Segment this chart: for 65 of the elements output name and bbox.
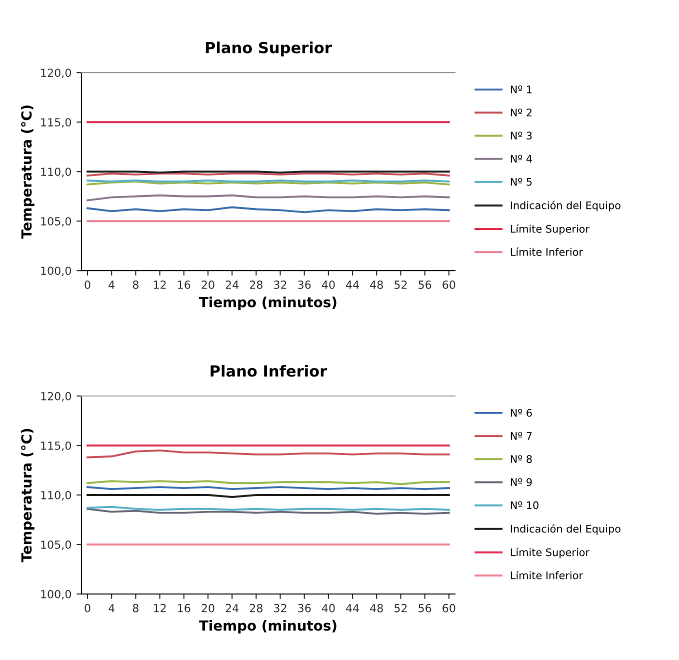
x-tick-label: 0	[84, 280, 90, 289]
x-tick-label: 4	[108, 604, 115, 612]
x-tick-label: 36	[298, 280, 311, 289]
x-tick-label: 12	[154, 280, 166, 289]
x-tick-label: 40	[322, 604, 335, 612]
legend-label: Nº 4	[510, 154, 532, 163]
x-tick-label: 60	[442, 280, 456, 289]
legend-label: Nº 8	[510, 455, 532, 463]
x-tick-label: 44	[346, 280, 359, 289]
legend-label: Nº 10	[510, 501, 538, 510]
legend-label: Límite Superior	[510, 224, 590, 235]
x-tick-label: 4	[108, 280, 115, 289]
legend-label: Nº 3	[510, 132, 532, 140]
x-tick-label: 44	[346, 604, 359, 612]
y-tick-label: 110,0	[41, 490, 72, 501]
x-tick-label: 24	[226, 280, 239, 289]
legend-label: Indicación del Equipo	[510, 524, 620, 535]
legend-label: Nº 2	[510, 108, 532, 116]
x-tick-label: 8	[132, 280, 138, 289]
y-tick-label: 105,0	[41, 540, 72, 550]
legend-label: Nº 9	[510, 478, 532, 486]
legend-label: Nº 7	[510, 432, 532, 440]
x-axis-title: Tiempo (minutos)	[198, 620, 336, 634]
y-axis-title: Temperatura (°C)	[20, 428, 34, 562]
y-tick-label: 105,0	[41, 217, 72, 227]
y-tick-label: 100,0	[41, 266, 72, 276]
legend-label: Nº 1	[510, 85, 532, 94]
x-tick-label: 12	[154, 604, 166, 612]
x-tick-label: 56	[418, 280, 432, 289]
x-tick-label: 16	[178, 280, 190, 289]
x-tick-label: 28	[250, 280, 262, 289]
legend-label: Límite Inferior	[510, 247, 584, 256]
legend-label: Indicación del Equipo	[510, 200, 620, 212]
x-tick-label: 0	[84, 604, 90, 612]
y-tick-label: 100,0	[41, 590, 72, 600]
x-tick-label: 20	[202, 604, 214, 612]
x-tick-label: 8	[132, 604, 138, 612]
x-tick-label: 52	[394, 604, 407, 612]
legend-label: Nº 5	[510, 178, 532, 186]
x-tick-label: 32	[274, 280, 286, 289]
x-tick-label: 40	[322, 280, 335, 289]
y-tick-label: 110,0	[41, 168, 72, 178]
legend-label: Límite Superior	[510, 548, 590, 558]
x-tick-label: 60	[442, 604, 456, 612]
x-tick-label: 16	[178, 604, 190, 612]
legend-label: Nº 6	[510, 408, 532, 417]
x-tick-label: 20	[202, 280, 214, 289]
y-tick-label: 120,0	[41, 392, 72, 402]
x-tick-label: 24	[226, 604, 239, 612]
x-tick-label: 48	[370, 604, 383, 612]
x-tick-label: 36	[298, 604, 311, 612]
x-tick-label: 52	[394, 280, 407, 289]
chart-title: Plano Inferior	[210, 364, 328, 377]
legend-label: Límite Inferior	[510, 570, 584, 580]
x-tick-label: 28	[250, 604, 262, 612]
x-tick-label: 56	[418, 604, 432, 612]
x-tick-label: 48	[370, 280, 383, 289]
chart-title: Plano Superior	[206, 42, 332, 56]
y-tick-label: 120,0	[41, 68, 72, 78]
x-axis-title: Tiempo (minutos)	[198, 296, 336, 310]
y-axis-title: Temperatura (°C)	[20, 106, 34, 239]
y-tick-label: 115,0	[41, 441, 72, 452]
x-tick-label: 32	[274, 604, 286, 612]
y-tick-label: 115,0	[41, 118, 72, 128]
line-series	[86, 449, 450, 458]
